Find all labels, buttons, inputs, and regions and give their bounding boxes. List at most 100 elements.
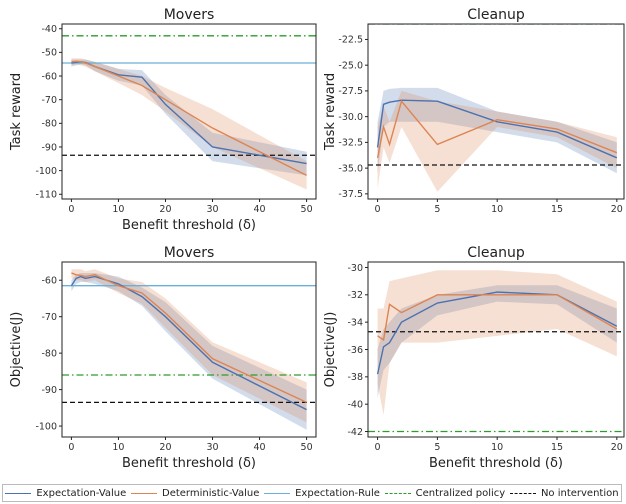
x-tick-label: 50	[301, 442, 313, 453]
legend-item: Expectation-Rule	[264, 488, 380, 499]
y-tick-label: -30.0	[338, 112, 363, 123]
x-tick-label: 10	[112, 442, 124, 453]
legend-swatch	[509, 492, 536, 494]
plot-frame	[61, 261, 317, 438]
y-tick-label: -60	[41, 71, 57, 82]
x-tick-label: 10	[491, 204, 503, 215]
y-tick-label: -30	[347, 263, 363, 274]
x-axis-label: Benefit threshold (δ)	[429, 456, 563, 471]
x-tick-label: 5	[434, 442, 440, 453]
y-tick-label: -25.0	[338, 60, 363, 71]
legend-label: Deterministic-Value	[162, 487, 260, 499]
legend-label: Centralized policy	[415, 487, 506, 499]
y-tick-label: -110	[35, 190, 57, 201]
y-tick-label: -27.5	[338, 86, 363, 97]
x-tick-label: 20	[159, 442, 171, 453]
y-tick-label: -32	[347, 290, 363, 301]
y-axis-label: Task reward	[323, 73, 338, 151]
x-tick-label: 20	[611, 442, 623, 453]
y-tick-label: -50	[41, 48, 57, 59]
chart-panel: 0 5 10 15 20 -22.5 -25.0 -27.5 -30.0 -32.5 -35.0 -3…	[323, 7, 625, 215]
y-tick-label: -37.5	[338, 189, 363, 200]
plot-area	[368, 24, 624, 192]
y-tick-label: -40	[41, 24, 57, 35]
y-tick-label: -80	[41, 348, 57, 359]
x-tick-label: 30	[206, 442, 218, 453]
series-line	[377, 294, 618, 342]
confidence-band	[377, 90, 617, 192]
y-tick-label: -34	[347, 317, 363, 328]
y-tick-label: -100	[35, 166, 57, 177]
x-tick-label: 15	[551, 442, 563, 453]
y-axis-label: Task reward	[9, 73, 24, 151]
series-line	[376, 99, 618, 158]
chart-title: Cleanup	[467, 245, 525, 261]
series-line	[71, 60, 307, 176]
chart-panel: 0 10 20 30 40 50 -40 -50 -60 -70 -80 -90 -100 -110 Mov…	[9, 7, 317, 233]
confidence-band	[377, 87, 617, 174]
x-tick-label: 15	[551, 204, 563, 215]
y-tick-label: -60	[41, 276, 57, 287]
y-tick-label: -90	[41, 142, 57, 153]
confidence-band	[71, 269, 307, 423]
y-tick-label: -35.0	[338, 163, 363, 174]
confidence-band	[377, 270, 617, 416]
plot-frame	[61, 23, 317, 200]
figure: 0 10 20 30 40 50-40-50-60-70-80-90-100-110Mov…	[9, 7, 625, 471]
x-tick-label: 40	[254, 204, 266, 215]
series-line	[71, 272, 307, 403]
x-tick-label: 40	[254, 442, 266, 453]
y-tick-label: -36	[347, 345, 363, 356]
chart-title: Movers	[164, 7, 215, 23]
legend-swatch	[131, 492, 157, 494]
plot-area	[368, 270, 624, 433]
chart-title: Movers	[164, 245, 215, 261]
y-tick-label: -70	[41, 312, 57, 323]
y-axis-label: Objective(J)	[323, 312, 338, 388]
y-tick-label: -100	[35, 421, 57, 432]
confidence-band	[377, 285, 617, 398]
x-axis-label: Benefit threshold (δ)	[122, 218, 256, 233]
y-tick-label: -40	[347, 399, 363, 410]
legend-item: Expectation-Value	[5, 488, 126, 499]
x-tick-label: 20	[611, 204, 623, 215]
x-tick-label: 0	[68, 204, 74, 215]
x-tick-label: 0	[68, 442, 74, 453]
y-tick-label: -80	[41, 119, 57, 130]
confidence-band	[71, 272, 307, 430]
plot-area	[62, 269, 316, 430]
legend-item: Deterministic-Value	[131, 488, 259, 499]
plot-frame	[367, 23, 625, 200]
y-axis-label: Objective(J)	[9, 312, 24, 388]
x-tick-label: 0	[375, 204, 381, 215]
x-axis-label: Benefit threshold (δ)	[122, 456, 256, 471]
y-tick-label: -22.5	[338, 35, 363, 46]
chart-title: Cleanup	[467, 7, 525, 23]
x-tick-label: 10	[491, 442, 503, 453]
legend-swatch	[264, 492, 291, 494]
legend-swatch	[5, 492, 32, 494]
legend-label: No intervention	[540, 487, 619, 499]
legend-item: No intervention	[509, 487, 619, 499]
legend-item: Centralized policy	[384, 487, 506, 499]
y-tick-label: -70	[41, 95, 57, 106]
series-line	[376, 99, 618, 159]
y-tick-label: -38	[347, 372, 363, 383]
chart-panel: 0 10 20 30 40 50 -60 -70 -80 -90 -100 Movers Benefit…	[9, 245, 317, 471]
legend-label: Expectation-Value	[36, 487, 127, 499]
x-tick-label: 20	[159, 204, 171, 215]
y-tick-label: -90	[41, 385, 57, 396]
x-tick-label: 0	[375, 442, 381, 453]
x-tick-label: 10	[112, 204, 124, 215]
plot-area	[62, 35, 316, 190]
y-tick-label: -42	[347, 427, 363, 438]
legend: Expectation-Value Deterministic-Value Ex…	[2, 484, 622, 502]
legend-label: Expectation-Rule	[295, 487, 380, 499]
confidence-band	[71, 58, 307, 190]
legend-swatch	[384, 492, 411, 494]
x-tick-label: 30	[206, 204, 218, 215]
chart-panel: 0 5 10 15 20 -30 -32 -34 -36 -38 -40 -42 Cleanup Bene…	[323, 245, 625, 471]
x-tick-label: 5	[434, 204, 440, 215]
x-tick-label: 50	[301, 204, 313, 215]
y-tick-label: -32.5	[338, 138, 363, 149]
